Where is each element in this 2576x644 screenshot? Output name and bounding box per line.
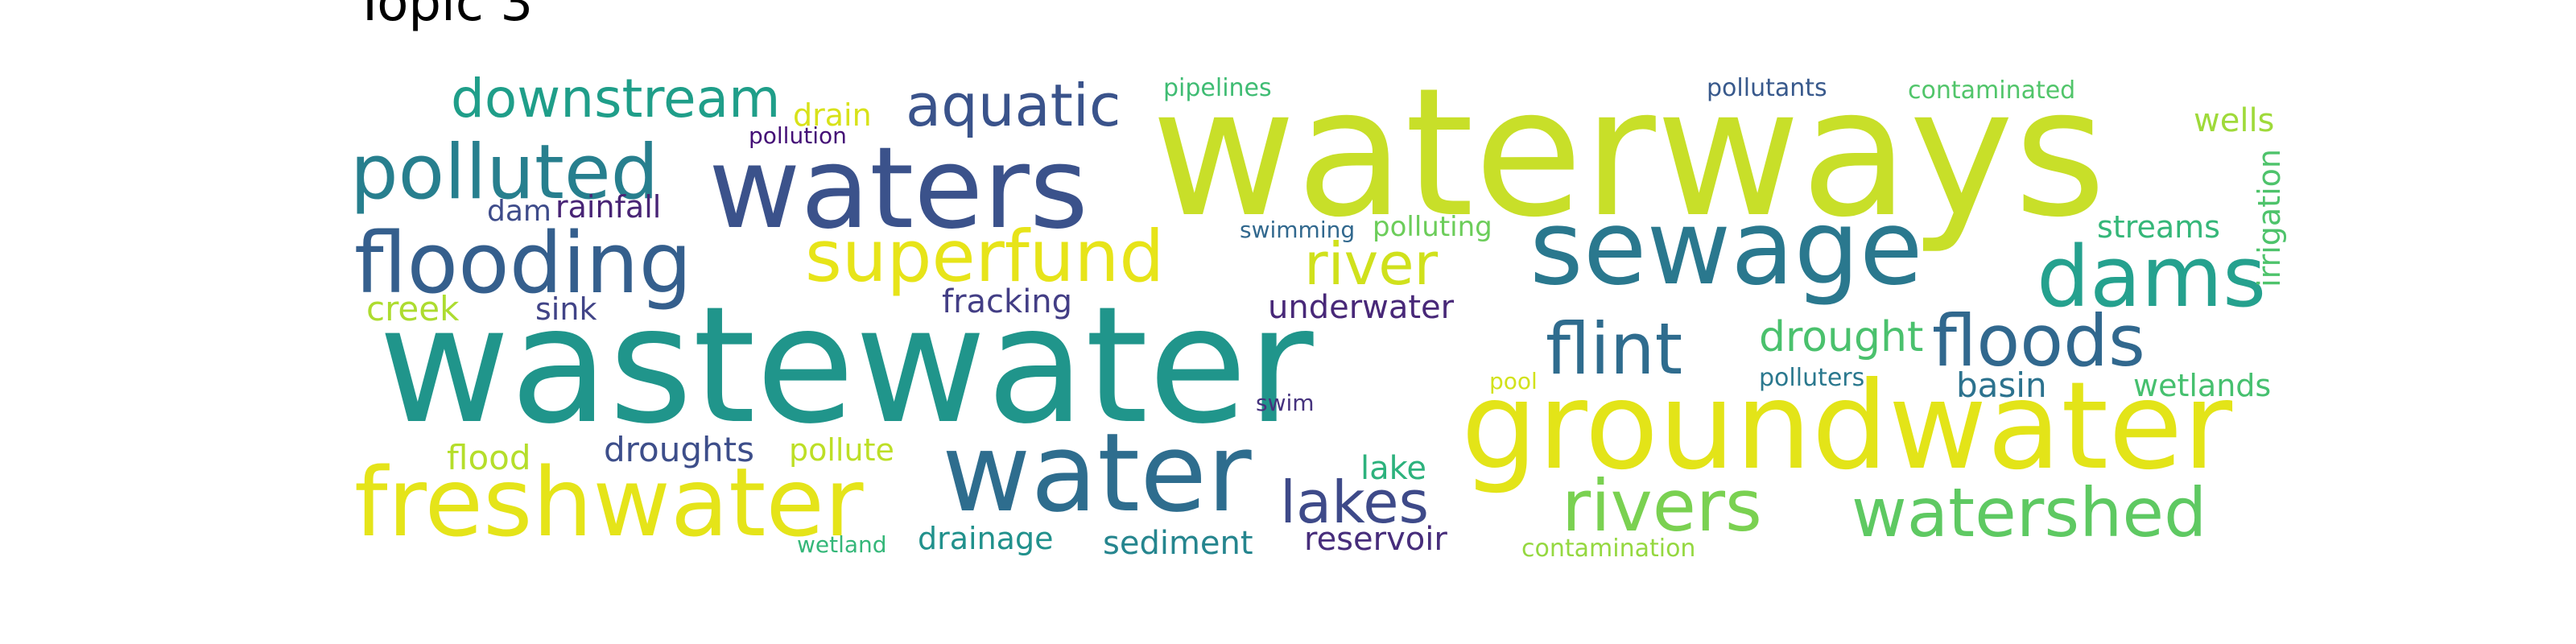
word-watershed: watershed	[1852, 473, 2207, 552]
word-sediment: sediment	[1103, 525, 1253, 562]
word-pollutants: pollutants	[1707, 74, 1827, 102]
word-polluted: polluted	[350, 129, 659, 217]
word-downstream: downstream	[451, 68, 781, 130]
word-waters: waters	[708, 123, 1088, 254]
word-polluting: polluting	[1373, 211, 1492, 243]
word-dams: dams	[2037, 228, 2267, 326]
word-contaminated: contaminated	[1908, 76, 2076, 105]
word-underwater: underwater	[1268, 289, 1455, 326]
word-wells: wells	[2194, 102, 2275, 139]
word-basin: basin	[1956, 365, 2047, 405]
word-streams: streams	[2097, 209, 2220, 245]
word-dam: dam	[487, 195, 551, 228]
word-superfund: superfund	[805, 215, 1165, 298]
word-waterways: waterways	[1151, 50, 2107, 256]
word-drain: drain	[793, 97, 872, 133]
word-pollution: pollution	[749, 122, 847, 149]
word-sink: sink	[535, 291, 597, 327]
word-droughts: droughts	[604, 430, 754, 469]
word-lakes: lakes	[1280, 469, 1430, 536]
word-freshwater: freshwater	[354, 447, 864, 558]
word-drought: drought	[1759, 313, 1924, 361]
topic-title: Topic 3	[354, 0, 534, 33]
word-flood: flood	[447, 438, 531, 477]
word-pollute: pollute	[789, 432, 894, 468]
word-lake: lake	[1360, 450, 1426, 487]
word-polluters: polluters	[1759, 364, 1865, 392]
word-pool: pool	[1489, 368, 1538, 394]
word-swimming: swimming	[1240, 217, 1356, 243]
word-swim: swim	[1256, 390, 1315, 416]
word-drainage: drainage	[918, 521, 1054, 556]
word-irrigation: irrigation	[2252, 149, 2287, 287]
word-fracking: fracking	[942, 283, 1073, 320]
word-reservoir: reservoir	[1304, 521, 1447, 558]
word-wetland: wetland	[797, 531, 887, 558]
word-flint: flint	[1546, 308, 1683, 390]
word-water: water	[942, 410, 1252, 536]
word-rivers: rivers	[1562, 464, 1762, 547]
word-wastewater: wastewater	[378, 272, 1314, 460]
word-creek: creek	[366, 289, 460, 328]
word-sewage: sewage	[1530, 188, 1923, 308]
word-aquatic: aquatic	[906, 72, 1121, 139]
word-contamination: contamination	[1521, 535, 1696, 563]
word-wetlands: wetlands	[2133, 368, 2272, 403]
word-rainfall: rainfall	[555, 189, 662, 225]
word-flooding: flooding	[354, 214, 692, 312]
word-river: river	[1304, 230, 1439, 298]
word-pipelines: pipelines	[1163, 74, 1272, 102]
word-groundwater: groundwater	[1461, 357, 2233, 497]
word-floods: floods	[1932, 299, 2145, 382]
